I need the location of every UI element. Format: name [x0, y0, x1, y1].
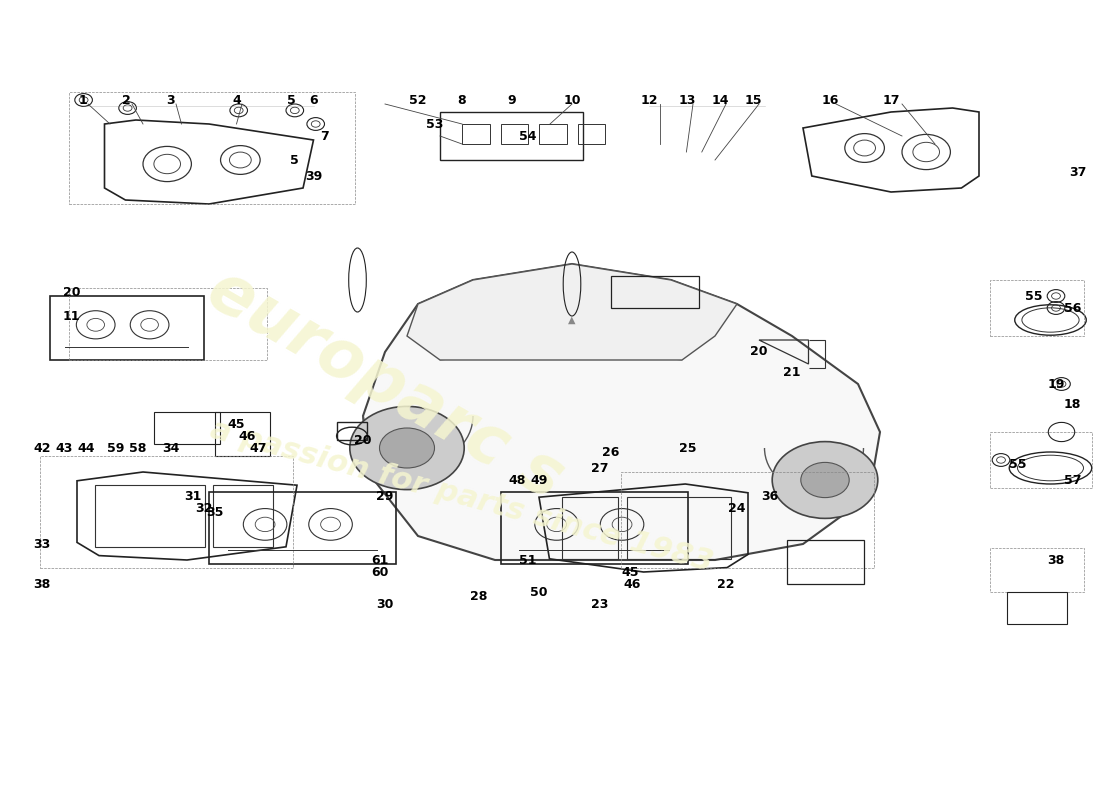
- Circle shape: [350, 406, 464, 490]
- Text: 20: 20: [750, 346, 768, 358]
- Text: 19: 19: [1047, 378, 1065, 390]
- Text: 10: 10: [563, 94, 581, 106]
- Text: 57: 57: [1064, 474, 1081, 486]
- Text: 1: 1: [78, 94, 87, 106]
- Text: 8: 8: [458, 94, 466, 106]
- Text: 11: 11: [63, 310, 80, 322]
- Bar: [154, 412, 220, 444]
- Text: 2: 2: [122, 94, 131, 106]
- Circle shape: [772, 442, 878, 518]
- Bar: [95, 485, 205, 547]
- Text: 27: 27: [591, 462, 608, 474]
- Text: 50: 50: [530, 586, 548, 598]
- Text: 44: 44: [77, 442, 95, 454]
- Text: a passion for parts since 1983: a passion for parts since 1983: [208, 414, 716, 578]
- Text: 58: 58: [129, 442, 146, 454]
- Text: 15: 15: [745, 94, 762, 106]
- Text: 55: 55: [1025, 290, 1043, 302]
- Text: 38: 38: [1047, 554, 1065, 566]
- Text: 59: 59: [107, 442, 124, 454]
- Text: 38: 38: [33, 578, 51, 590]
- Text: 43: 43: [55, 442, 73, 454]
- Text: 18: 18: [1064, 398, 1081, 410]
- Text: 42: 42: [33, 442, 51, 454]
- Text: 61: 61: [371, 554, 388, 566]
- Text: 22: 22: [717, 578, 735, 590]
- Bar: [610, 276, 698, 308]
- Text: 16: 16: [822, 94, 839, 106]
- Text: 24: 24: [728, 502, 746, 514]
- Text: 53: 53: [426, 118, 443, 130]
- Polygon shape: [407, 264, 737, 360]
- Text: 30: 30: [376, 598, 394, 610]
- Text: 37: 37: [1069, 166, 1087, 178]
- Bar: [69, 288, 267, 360]
- Text: 28: 28: [470, 590, 487, 602]
- Bar: [627, 497, 732, 558]
- Text: 12: 12: [640, 94, 658, 106]
- Bar: [1006, 592, 1067, 624]
- Bar: [562, 497, 618, 558]
- Text: 25: 25: [679, 442, 696, 454]
- Bar: [213, 485, 273, 547]
- Text: 29: 29: [376, 490, 394, 502]
- Bar: [539, 124, 566, 144]
- Bar: [500, 124, 528, 144]
- Text: 47: 47: [250, 442, 267, 454]
- Polygon shape: [440, 296, 682, 360]
- Bar: [990, 432, 1092, 488]
- Bar: [990, 548, 1084, 592]
- Text: 26: 26: [602, 446, 619, 458]
- Text: 13: 13: [679, 94, 696, 106]
- Text: 46: 46: [624, 578, 641, 590]
- Text: 3: 3: [166, 94, 175, 106]
- Text: 6: 6: [309, 94, 318, 106]
- Bar: [337, 422, 367, 440]
- Text: 32: 32: [195, 502, 212, 514]
- Bar: [40, 456, 293, 568]
- Text: 52: 52: [409, 94, 427, 106]
- Text: 31: 31: [184, 490, 201, 502]
- Text: 56: 56: [1064, 302, 1081, 314]
- Bar: [69, 92, 355, 204]
- Text: 9: 9: [507, 94, 516, 106]
- Bar: [214, 412, 270, 456]
- Text: 54: 54: [519, 130, 537, 142]
- Circle shape: [379, 428, 434, 468]
- Bar: [621, 472, 874, 568]
- Text: 34: 34: [162, 442, 179, 454]
- Text: 45: 45: [621, 566, 639, 578]
- Text: 55: 55: [1009, 458, 1026, 470]
- Bar: [462, 124, 490, 144]
- Bar: [440, 112, 583, 160]
- Text: 5: 5: [287, 94, 296, 106]
- Text: 20: 20: [354, 434, 372, 446]
- Text: 17: 17: [882, 94, 900, 106]
- Text: 48: 48: [508, 474, 526, 486]
- Text: 21: 21: [783, 366, 801, 378]
- Text: 4: 4: [232, 94, 241, 106]
- Text: 36: 36: [761, 490, 779, 502]
- Text: europarc s: europarc s: [196, 256, 574, 512]
- Text: 60: 60: [371, 566, 388, 578]
- Text: 51: 51: [519, 554, 537, 566]
- Bar: [578, 124, 605, 144]
- Text: 45: 45: [228, 418, 245, 430]
- Text: ▲: ▲: [569, 315, 575, 325]
- Text: 14: 14: [712, 94, 729, 106]
- Text: 5: 5: [290, 154, 299, 166]
- Text: 23: 23: [591, 598, 608, 610]
- Text: 46: 46: [239, 430, 256, 442]
- Text: 39: 39: [305, 170, 322, 182]
- Text: 49: 49: [530, 474, 548, 486]
- Polygon shape: [363, 264, 880, 560]
- Bar: [786, 540, 864, 584]
- Bar: [990, 280, 1084, 336]
- Text: 20: 20: [63, 286, 80, 298]
- Text: 7: 7: [320, 130, 329, 142]
- Text: 35: 35: [206, 506, 223, 518]
- Circle shape: [801, 462, 849, 498]
- Text: 33: 33: [33, 538, 51, 550]
